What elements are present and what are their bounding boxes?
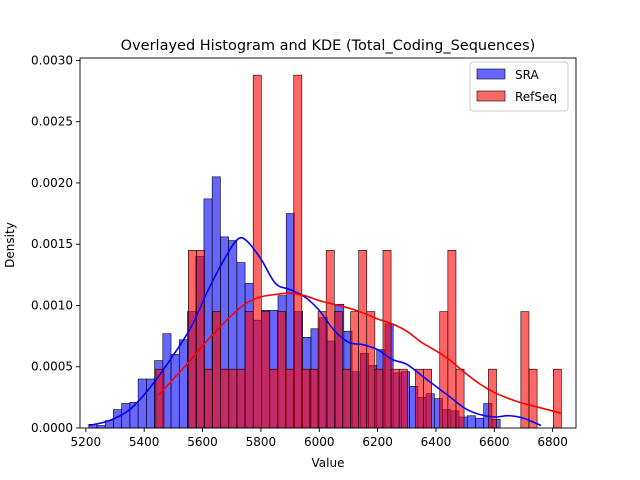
bar-refseq xyxy=(204,368,213,429)
chart-title: Overlayed Histogram and KDE (Total_Codin… xyxy=(121,38,536,54)
bar-refseq xyxy=(358,250,368,429)
legend: SRA RefSeq xyxy=(469,61,569,112)
bar-sra xyxy=(121,403,131,429)
bar-refseq xyxy=(309,368,319,429)
bar-refseq xyxy=(528,368,538,429)
bar-refseq xyxy=(252,74,262,429)
bar-refseq xyxy=(269,368,278,429)
kde-line-refseq xyxy=(158,292,562,415)
bar-refseq xyxy=(553,368,562,429)
bar-refseq xyxy=(212,311,222,429)
y-tick-label: 0.0005 xyxy=(31,360,73,374)
x-axis-label: Value xyxy=(312,456,345,470)
bar-refseq xyxy=(342,368,351,429)
bar-refseq xyxy=(317,311,327,429)
bar-refseq xyxy=(301,368,311,429)
bar-refseq xyxy=(236,368,246,429)
bar-refseq xyxy=(277,311,286,429)
bar-refseq xyxy=(228,368,238,429)
x-tick-label: 5400 xyxy=(129,435,160,449)
y-tick-label: 0.0015 xyxy=(31,237,73,251)
bar-sra xyxy=(466,415,476,429)
bar-refseq xyxy=(196,250,205,429)
y-axis-label: Density xyxy=(3,222,17,268)
x-tick-label: 6600 xyxy=(479,435,510,449)
x-tick-label: 6800 xyxy=(537,435,568,449)
legend-swatch-sra xyxy=(476,68,506,80)
x-tick-label: 6200 xyxy=(362,435,393,449)
bar-refseq xyxy=(398,368,408,429)
bar-refseq xyxy=(366,311,376,429)
y-tick-label: 0.0020 xyxy=(31,176,73,190)
bar-refseq xyxy=(285,368,295,429)
x-tick-label: 6400 xyxy=(421,435,452,449)
bar-sra xyxy=(475,417,484,429)
bar-sra xyxy=(137,378,147,429)
bar-refseq xyxy=(520,311,530,429)
bar-refseq xyxy=(261,311,270,429)
bar-refseq xyxy=(325,250,335,429)
bar-sra xyxy=(170,354,180,429)
kde-line-sra xyxy=(88,236,542,427)
bar-refseq xyxy=(188,250,197,429)
axes-frame xyxy=(79,57,577,429)
legend-label-sra: SRA xyxy=(515,68,539,82)
y-tick-label: 0.0000 xyxy=(31,421,73,435)
bar-sra xyxy=(178,339,188,429)
y-tick-label: 0.0010 xyxy=(31,298,73,312)
x-tick-label: 5600 xyxy=(187,435,218,449)
x-tick-label: 6000 xyxy=(304,435,335,449)
bar-refseq xyxy=(455,368,465,429)
legend-label-refseq: RefSeq xyxy=(515,90,557,104)
legend-swatch-refseq xyxy=(476,90,506,102)
bar-refseq xyxy=(390,368,400,429)
bar-refseq xyxy=(220,368,230,429)
bar-refseq xyxy=(293,74,303,429)
plot-area xyxy=(88,74,562,429)
bar-refseq xyxy=(415,368,424,429)
bar-refseq xyxy=(488,368,497,429)
y-tick-label: 0.0025 xyxy=(31,115,73,129)
bar-refseq xyxy=(374,368,384,429)
bar-refseq xyxy=(334,311,343,429)
y-tick-label: 0.0030 xyxy=(31,53,73,67)
x-tick-label: 5800 xyxy=(246,435,277,449)
bar-refseq xyxy=(244,311,254,429)
bar-refseq xyxy=(350,311,359,429)
bar-refseq xyxy=(382,250,392,429)
x-tick-label: 5200 xyxy=(71,435,102,449)
bar-refseq xyxy=(439,311,449,429)
axes: 5200 5400 5600 5800 6000 6200 6400 6600 6800 0.00… xyxy=(31,53,577,449)
